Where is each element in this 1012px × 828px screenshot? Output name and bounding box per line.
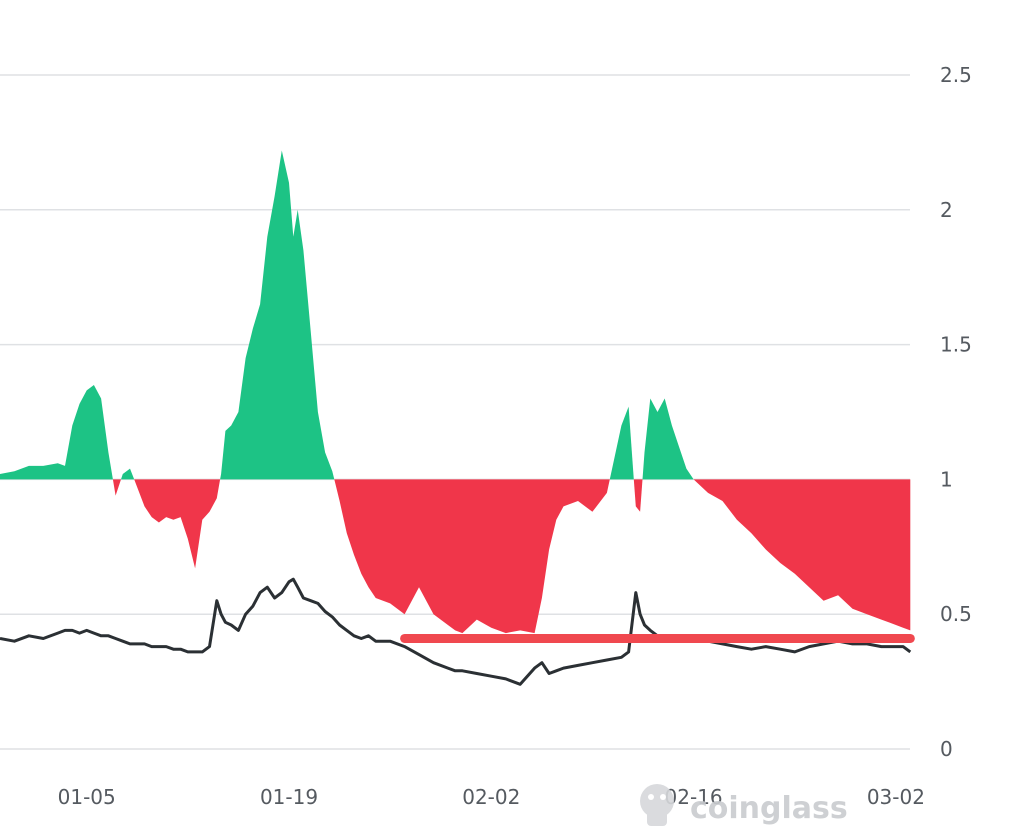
y-tick-label: 0.5 (940, 602, 972, 626)
y-axis-labels: 0 0.5 1 1.5 2 2.5 (940, 63, 972, 761)
area-above-baseline (0, 385, 113, 480)
area-above-baseline (121, 468, 135, 480)
y-tick-label: 2 (940, 198, 953, 222)
coinglass-logo-icon (640, 784, 674, 826)
x-tick-label: 01-19 (260, 785, 318, 809)
watermark-text: coinglass (690, 791, 848, 826)
area-below-baseline (693, 479, 911, 631)
y-tick-label: 0 (940, 737, 953, 761)
y-tick-label: 1 (940, 467, 953, 491)
area-above-baseline (220, 150, 335, 480)
area-below-baseline (633, 479, 643, 512)
y-tick-label: 1.5 (940, 333, 972, 357)
ratio-area (0, 150, 911, 634)
x-axis-labels: 01-05 01-19 02-02 02-16 03-02 (58, 785, 925, 809)
area-above-baseline (642, 398, 694, 480)
x-tick-label: 01-05 (58, 785, 116, 809)
x-tick-label: 03-02 (867, 785, 925, 809)
watermark: coinglass (640, 784, 848, 826)
x-tick-label: 02-02 (462, 785, 520, 809)
area-below-baseline (334, 479, 610, 634)
x-tick-label: 02-16 (665, 785, 723, 809)
y-tick-label: 2.5 (940, 63, 972, 87)
area-above-baseline (609, 406, 634, 480)
area-below-baseline (112, 479, 121, 496)
area-below-baseline (134, 479, 221, 569)
